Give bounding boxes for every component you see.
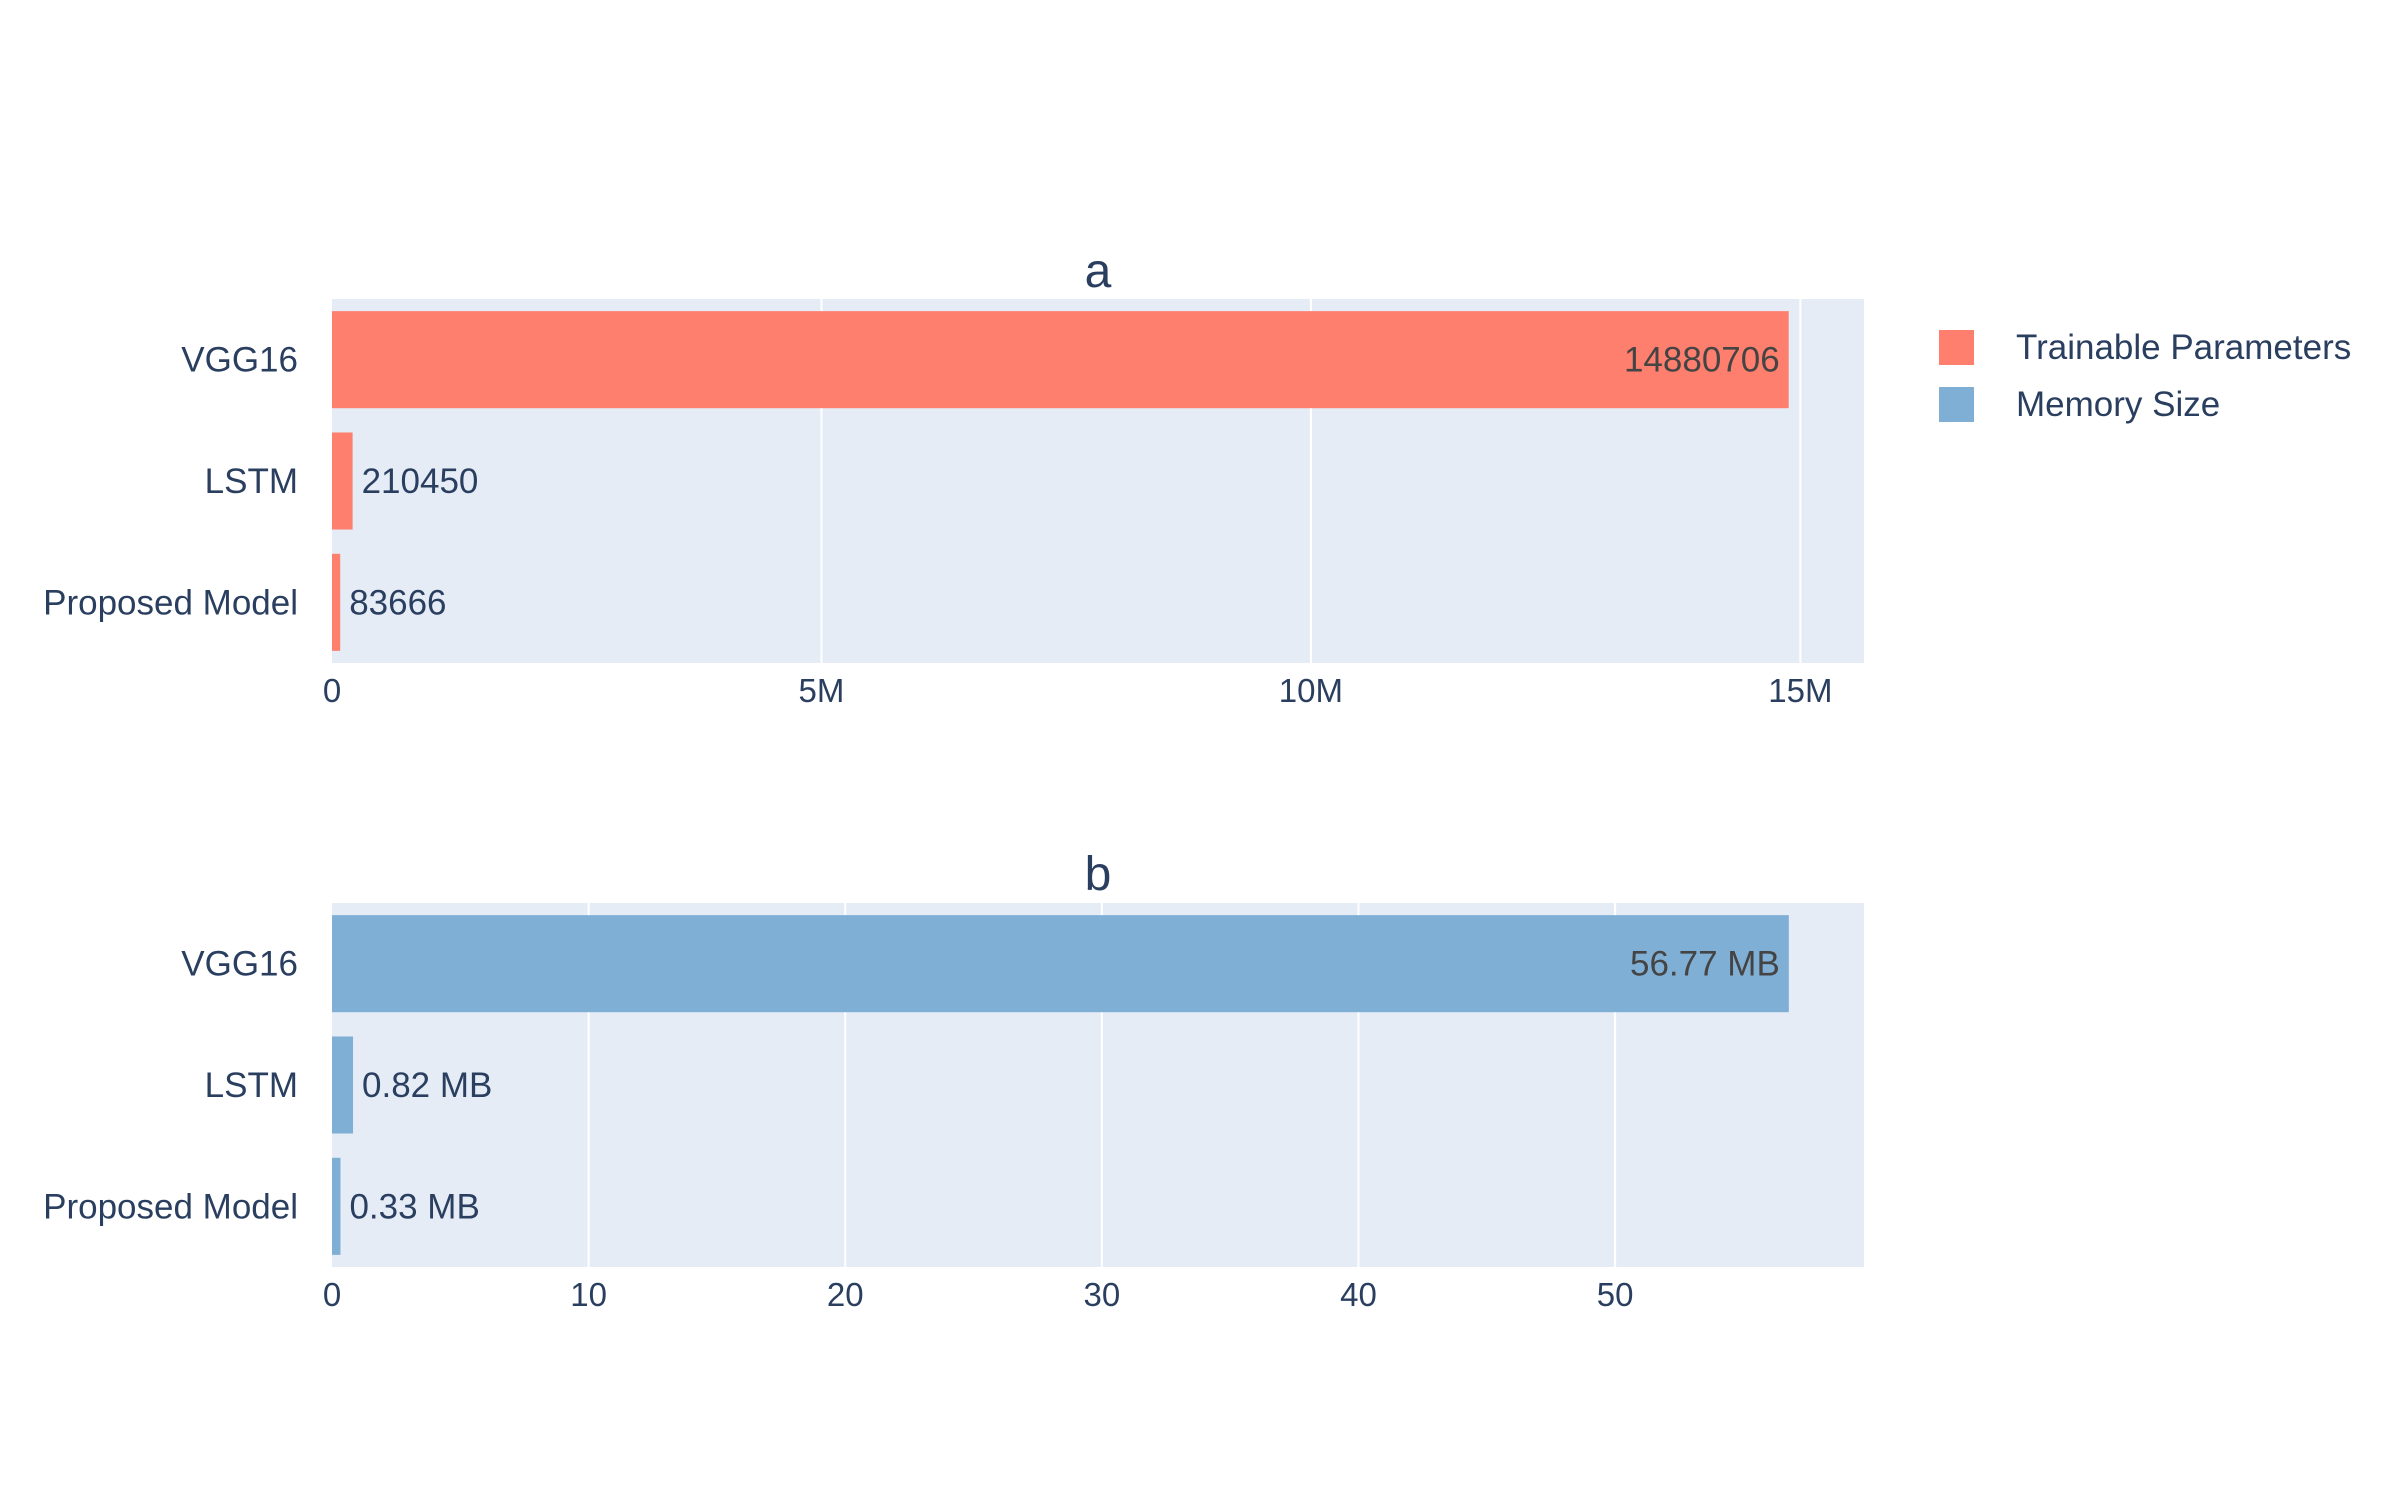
- x-tick-label: 15M: [1768, 672, 1832, 709]
- data-label-vgg16: 14880706: [1624, 341, 1780, 380]
- x-tick-label: 10M: [1279, 672, 1343, 709]
- data-label-proposed-model: 83666: [349, 583, 446, 622]
- x-tick-label: 0: [323, 672, 341, 709]
- x-tick-label: 20: [827, 1276, 864, 1313]
- legend: Trainable Parameters Memory Size: [1939, 328, 2351, 424]
- category-label-lstm: LSTM: [205, 462, 298, 501]
- x-tick-label: 30: [1083, 1276, 1120, 1313]
- bar-lstm: [332, 1036, 354, 1134]
- x-tick-label: 5M: [799, 672, 845, 709]
- x-tick-label: 50: [1597, 1276, 1634, 1313]
- data-label-lstm: 210450: [362, 462, 479, 501]
- bar-proposed-model: [332, 1157, 341, 1255]
- x-tick-label: 40: [1340, 1276, 1377, 1313]
- category-label-proposed-model: Proposed Model: [43, 1187, 298, 1226]
- legend-label-trainable-parameters: Trainable Parameters: [2016, 328, 2351, 367]
- bar-vgg16: [332, 311, 1789, 409]
- category-label-lstm: LSTM: [205, 1066, 298, 1105]
- bar-proposed-model: [332, 553, 341, 651]
- category-label-vgg16: VGG16: [181, 945, 298, 984]
- x-tick-label: 10: [570, 1276, 607, 1313]
- legend-label-memory-size: Memory Size: [2016, 385, 2220, 424]
- data-label-proposed-model: 0.33 MB: [349, 1187, 479, 1226]
- data-label-lstm: 0.82 MB: [362, 1066, 492, 1105]
- x-tick-label: 0: [323, 1276, 341, 1313]
- data-label-vgg16: 56.77 MB: [1630, 945, 1780, 984]
- panel-b-memory-size: b 0 10 20 30 40 50 VGG16 56.77 MB LSTM 0.82 MB Pro…: [43, 848, 1864, 1313]
- legend-swatch-trainable-parameters: [1939, 330, 1974, 365]
- panel-b-title: b: [1085, 848, 1112, 901]
- bar-lstm: [332, 432, 353, 530]
- category-label-vgg16: VGG16: [181, 341, 298, 380]
- panel-a-trainable-parameters: a 0 5M 10M 15M VGG16 14880706 LSTM 210450 Propos…: [43, 245, 1864, 709]
- bar-vgg16: [332, 915, 1789, 1013]
- panel-a-title: a: [1085, 245, 1112, 298]
- legend-swatch-memory-size: [1939, 387, 1974, 422]
- category-label-proposed-model: Proposed Model: [43, 583, 298, 622]
